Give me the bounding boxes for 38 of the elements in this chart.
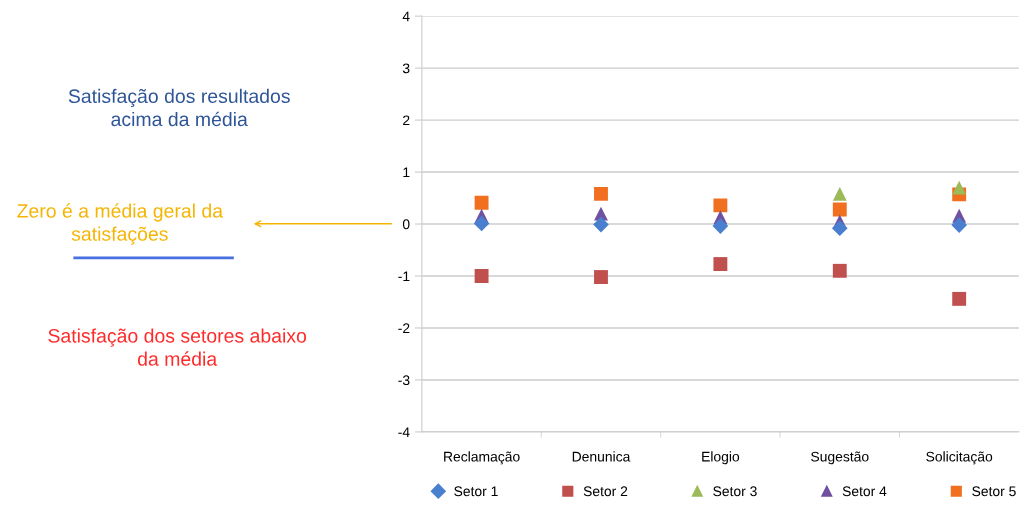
- point: [594, 186, 608, 201]
- point: [832, 202, 847, 217]
- y-tick-label: -2: [398, 323, 410, 333]
- point: [474, 269, 489, 283]
- x-tick-label: Denunica: [572, 451, 631, 462]
- y-tick-label: -4: [398, 427, 410, 437]
- y-tick-label: 3: [402, 63, 410, 74]
- legend-label: Setor 2: [583, 486, 628, 497]
- x-tick-label: Sugestão: [811, 451, 869, 465]
- y-tick-label: 2: [403, 115, 410, 126]
- point: [952, 291, 967, 306]
- legend-label: Setor 3: [713, 486, 757, 497]
- y-tick-label: 1: [403, 167, 410, 178]
- x-tick-label: Solicitação: [926, 451, 993, 465]
- point: [951, 217, 968, 233]
- point: [474, 195, 489, 210]
- point: [713, 257, 728, 271]
- y-tick-label: 4: [402, 11, 410, 22]
- text: Zero é a média geral da satisfações: [17, 203, 224, 245]
- legend-label: Setor 4: [842, 486, 887, 497]
- text: Satisfação dos setores abaixo da média: [48, 328, 307, 366]
- legend-label: Setor 1: [454, 486, 498, 497]
- point: [713, 198, 728, 213]
- point: [832, 186, 847, 201]
- point: [831, 220, 848, 237]
- x-tick-label: Reclamação: [444, 451, 520, 465]
- point: [473, 215, 490, 232]
- point: [832, 263, 847, 278]
- legend-label: Setor 5: [972, 486, 1016, 497]
- point: [594, 270, 608, 284]
- point: [593, 216, 609, 233]
- point: [952, 180, 967, 195]
- y-tick-label: -3: [398, 375, 410, 386]
- point: [712, 218, 729, 234]
- text: Satisfação dos resultados acima da média: [68, 88, 290, 127]
- x-tick-label: Elogio: [702, 451, 740, 465]
- y-tick-label: 0: [402, 219, 410, 230]
- y-tick-label: -1: [398, 271, 410, 282]
